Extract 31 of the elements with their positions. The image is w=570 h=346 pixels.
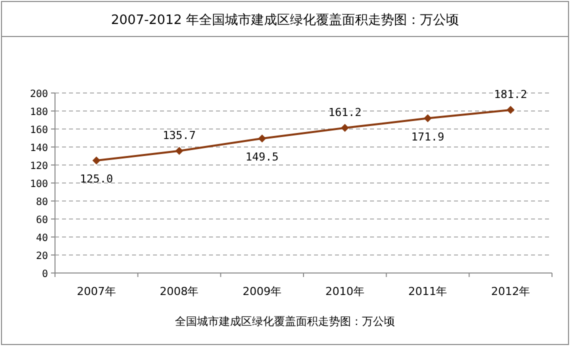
- x-tick-label: 2008年: [160, 285, 199, 298]
- y-tick-label: 20: [36, 251, 48, 262]
- x-axis-title: 全国城市建成区绿化覆盖面积走势图：万公顷: [175, 315, 395, 328]
- point: [424, 114, 432, 122]
- y-tick-label: 180: [30, 107, 48, 118]
- x-tick-label: 2012年: [491, 285, 530, 298]
- data-label: 171.9: [411, 130, 444, 144]
- chart-title: 2007-2012 年全国城市建成区绿化覆盖面积走势图：万公顷: [111, 12, 459, 28]
- y-tick-label: 200: [30, 89, 48, 100]
- y-tick-label: 40: [36, 233, 48, 244]
- point: [92, 156, 100, 164]
- y-tick-label: 160: [30, 125, 48, 136]
- point: [340, 124, 349, 132]
- data-label: 181.2: [494, 88, 528, 101]
- point: [506, 106, 515, 114]
- x-tick-label: 2009年: [242, 285, 282, 298]
- data-label: 125.0: [80, 172, 113, 186]
- x-tick-label: 2007年: [76, 285, 116, 298]
- y-tick-label: 140: [30, 143, 48, 154]
- data-label: 135.7: [162, 128, 196, 142]
- data-label: 161.2: [328, 106, 362, 119]
- data-label: 149.5: [246, 150, 279, 164]
- point: [258, 134, 266, 142]
- y-tick-label: 120: [30, 161, 48, 172]
- y-tick-label: 0: [42, 269, 48, 280]
- x-tick-label: 2010年: [325, 285, 364, 298]
- y-tick-label: 100: [30, 179, 48, 190]
- point: [175, 146, 184, 155]
- y-tick-label: 80: [36, 197, 48, 208]
- y-tick-label: 60: [36, 215, 48, 226]
- x-tick-label: 2011年: [408, 285, 448, 298]
